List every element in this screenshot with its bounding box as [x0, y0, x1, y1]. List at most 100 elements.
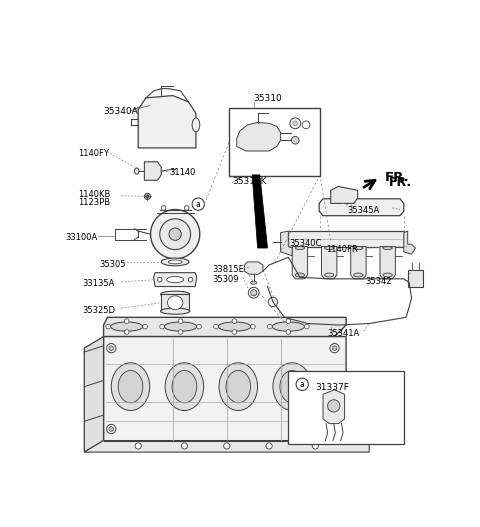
Polygon shape — [351, 247, 366, 279]
Polygon shape — [104, 337, 346, 448]
Text: 31140: 31140 — [169, 168, 195, 177]
Ellipse shape — [226, 370, 251, 403]
Polygon shape — [144, 162, 161, 180]
Ellipse shape — [218, 322, 251, 331]
Circle shape — [135, 443, 141, 449]
Circle shape — [181, 443, 188, 449]
Circle shape — [268, 297, 277, 307]
Ellipse shape — [354, 247, 363, 250]
Polygon shape — [244, 262, 263, 274]
Circle shape — [286, 319, 291, 324]
Circle shape — [328, 400, 340, 412]
Text: 35340A: 35340A — [104, 107, 138, 116]
Bar — [161, 294, 189, 311]
Text: 1140FR: 1140FR — [326, 245, 358, 254]
Ellipse shape — [161, 258, 189, 266]
Circle shape — [157, 277, 162, 282]
Text: 35305: 35305 — [100, 260, 126, 269]
Polygon shape — [331, 187, 358, 203]
Ellipse shape — [118, 370, 143, 403]
Circle shape — [151, 210, 200, 259]
Circle shape — [224, 443, 230, 449]
Circle shape — [184, 206, 189, 210]
Bar — [408, 270, 423, 287]
Circle shape — [332, 346, 337, 350]
Text: 31337F: 31337F — [315, 383, 349, 392]
Polygon shape — [84, 429, 369, 452]
Text: FR.: FR. — [388, 176, 411, 189]
Circle shape — [124, 330, 129, 334]
Text: 1140FY: 1140FY — [78, 150, 109, 159]
Text: 35310: 35310 — [254, 94, 282, 103]
Circle shape — [302, 121, 310, 129]
Circle shape — [291, 136, 299, 144]
Ellipse shape — [383, 273, 392, 277]
Ellipse shape — [295, 273, 304, 277]
Circle shape — [143, 324, 147, 329]
Circle shape — [178, 330, 183, 334]
Circle shape — [251, 324, 255, 329]
Circle shape — [248, 287, 259, 298]
Circle shape — [124, 319, 129, 324]
Ellipse shape — [354, 273, 363, 277]
Text: 35325D: 35325D — [83, 306, 116, 315]
Polygon shape — [380, 247, 396, 279]
Ellipse shape — [172, 370, 197, 403]
Ellipse shape — [383, 247, 392, 250]
Circle shape — [290, 118, 300, 129]
Circle shape — [197, 324, 201, 329]
Bar — [229, 108, 320, 175]
Polygon shape — [84, 337, 104, 452]
Ellipse shape — [324, 247, 334, 250]
Circle shape — [267, 324, 272, 329]
Circle shape — [161, 206, 166, 210]
Bar — [288, 371, 404, 444]
Ellipse shape — [280, 370, 304, 403]
Ellipse shape — [168, 296, 183, 310]
Text: 35341A: 35341A — [327, 329, 359, 338]
Ellipse shape — [192, 118, 200, 132]
Ellipse shape — [110, 322, 143, 331]
Text: 1123PB: 1123PB — [78, 198, 110, 207]
Ellipse shape — [165, 363, 204, 411]
Circle shape — [107, 424, 116, 434]
Circle shape — [109, 346, 114, 350]
Circle shape — [330, 424, 339, 434]
Circle shape — [107, 344, 116, 353]
Circle shape — [312, 443, 318, 449]
Ellipse shape — [167, 277, 184, 282]
Ellipse shape — [273, 363, 312, 411]
Circle shape — [266, 443, 272, 449]
Circle shape — [144, 193, 151, 200]
Ellipse shape — [324, 273, 334, 277]
Circle shape — [169, 228, 181, 240]
Text: 1140KB: 1140KB — [78, 190, 110, 199]
Ellipse shape — [160, 291, 190, 297]
Text: 35312K: 35312K — [232, 177, 267, 186]
Polygon shape — [138, 95, 196, 148]
Polygon shape — [252, 175, 267, 248]
Circle shape — [296, 378, 308, 391]
Text: FR.: FR. — [384, 171, 409, 184]
Text: a: a — [196, 200, 201, 209]
Polygon shape — [323, 390, 345, 424]
Text: 35345A: 35345A — [348, 206, 380, 214]
Circle shape — [109, 427, 114, 431]
Circle shape — [188, 277, 193, 282]
Text: 33135A: 33135A — [83, 279, 115, 288]
Ellipse shape — [164, 322, 197, 331]
Polygon shape — [319, 199, 404, 216]
Text: 35340C: 35340C — [289, 239, 322, 248]
Circle shape — [330, 344, 339, 353]
Circle shape — [293, 121, 298, 125]
Ellipse shape — [219, 363, 258, 411]
Polygon shape — [237, 123, 281, 151]
Text: 35309: 35309 — [212, 275, 239, 284]
Polygon shape — [154, 272, 197, 287]
Text: 33100A: 33100A — [65, 232, 97, 242]
Circle shape — [192, 198, 204, 210]
Circle shape — [106, 324, 110, 329]
Ellipse shape — [160, 308, 190, 314]
Ellipse shape — [251, 281, 257, 284]
Circle shape — [332, 427, 337, 431]
